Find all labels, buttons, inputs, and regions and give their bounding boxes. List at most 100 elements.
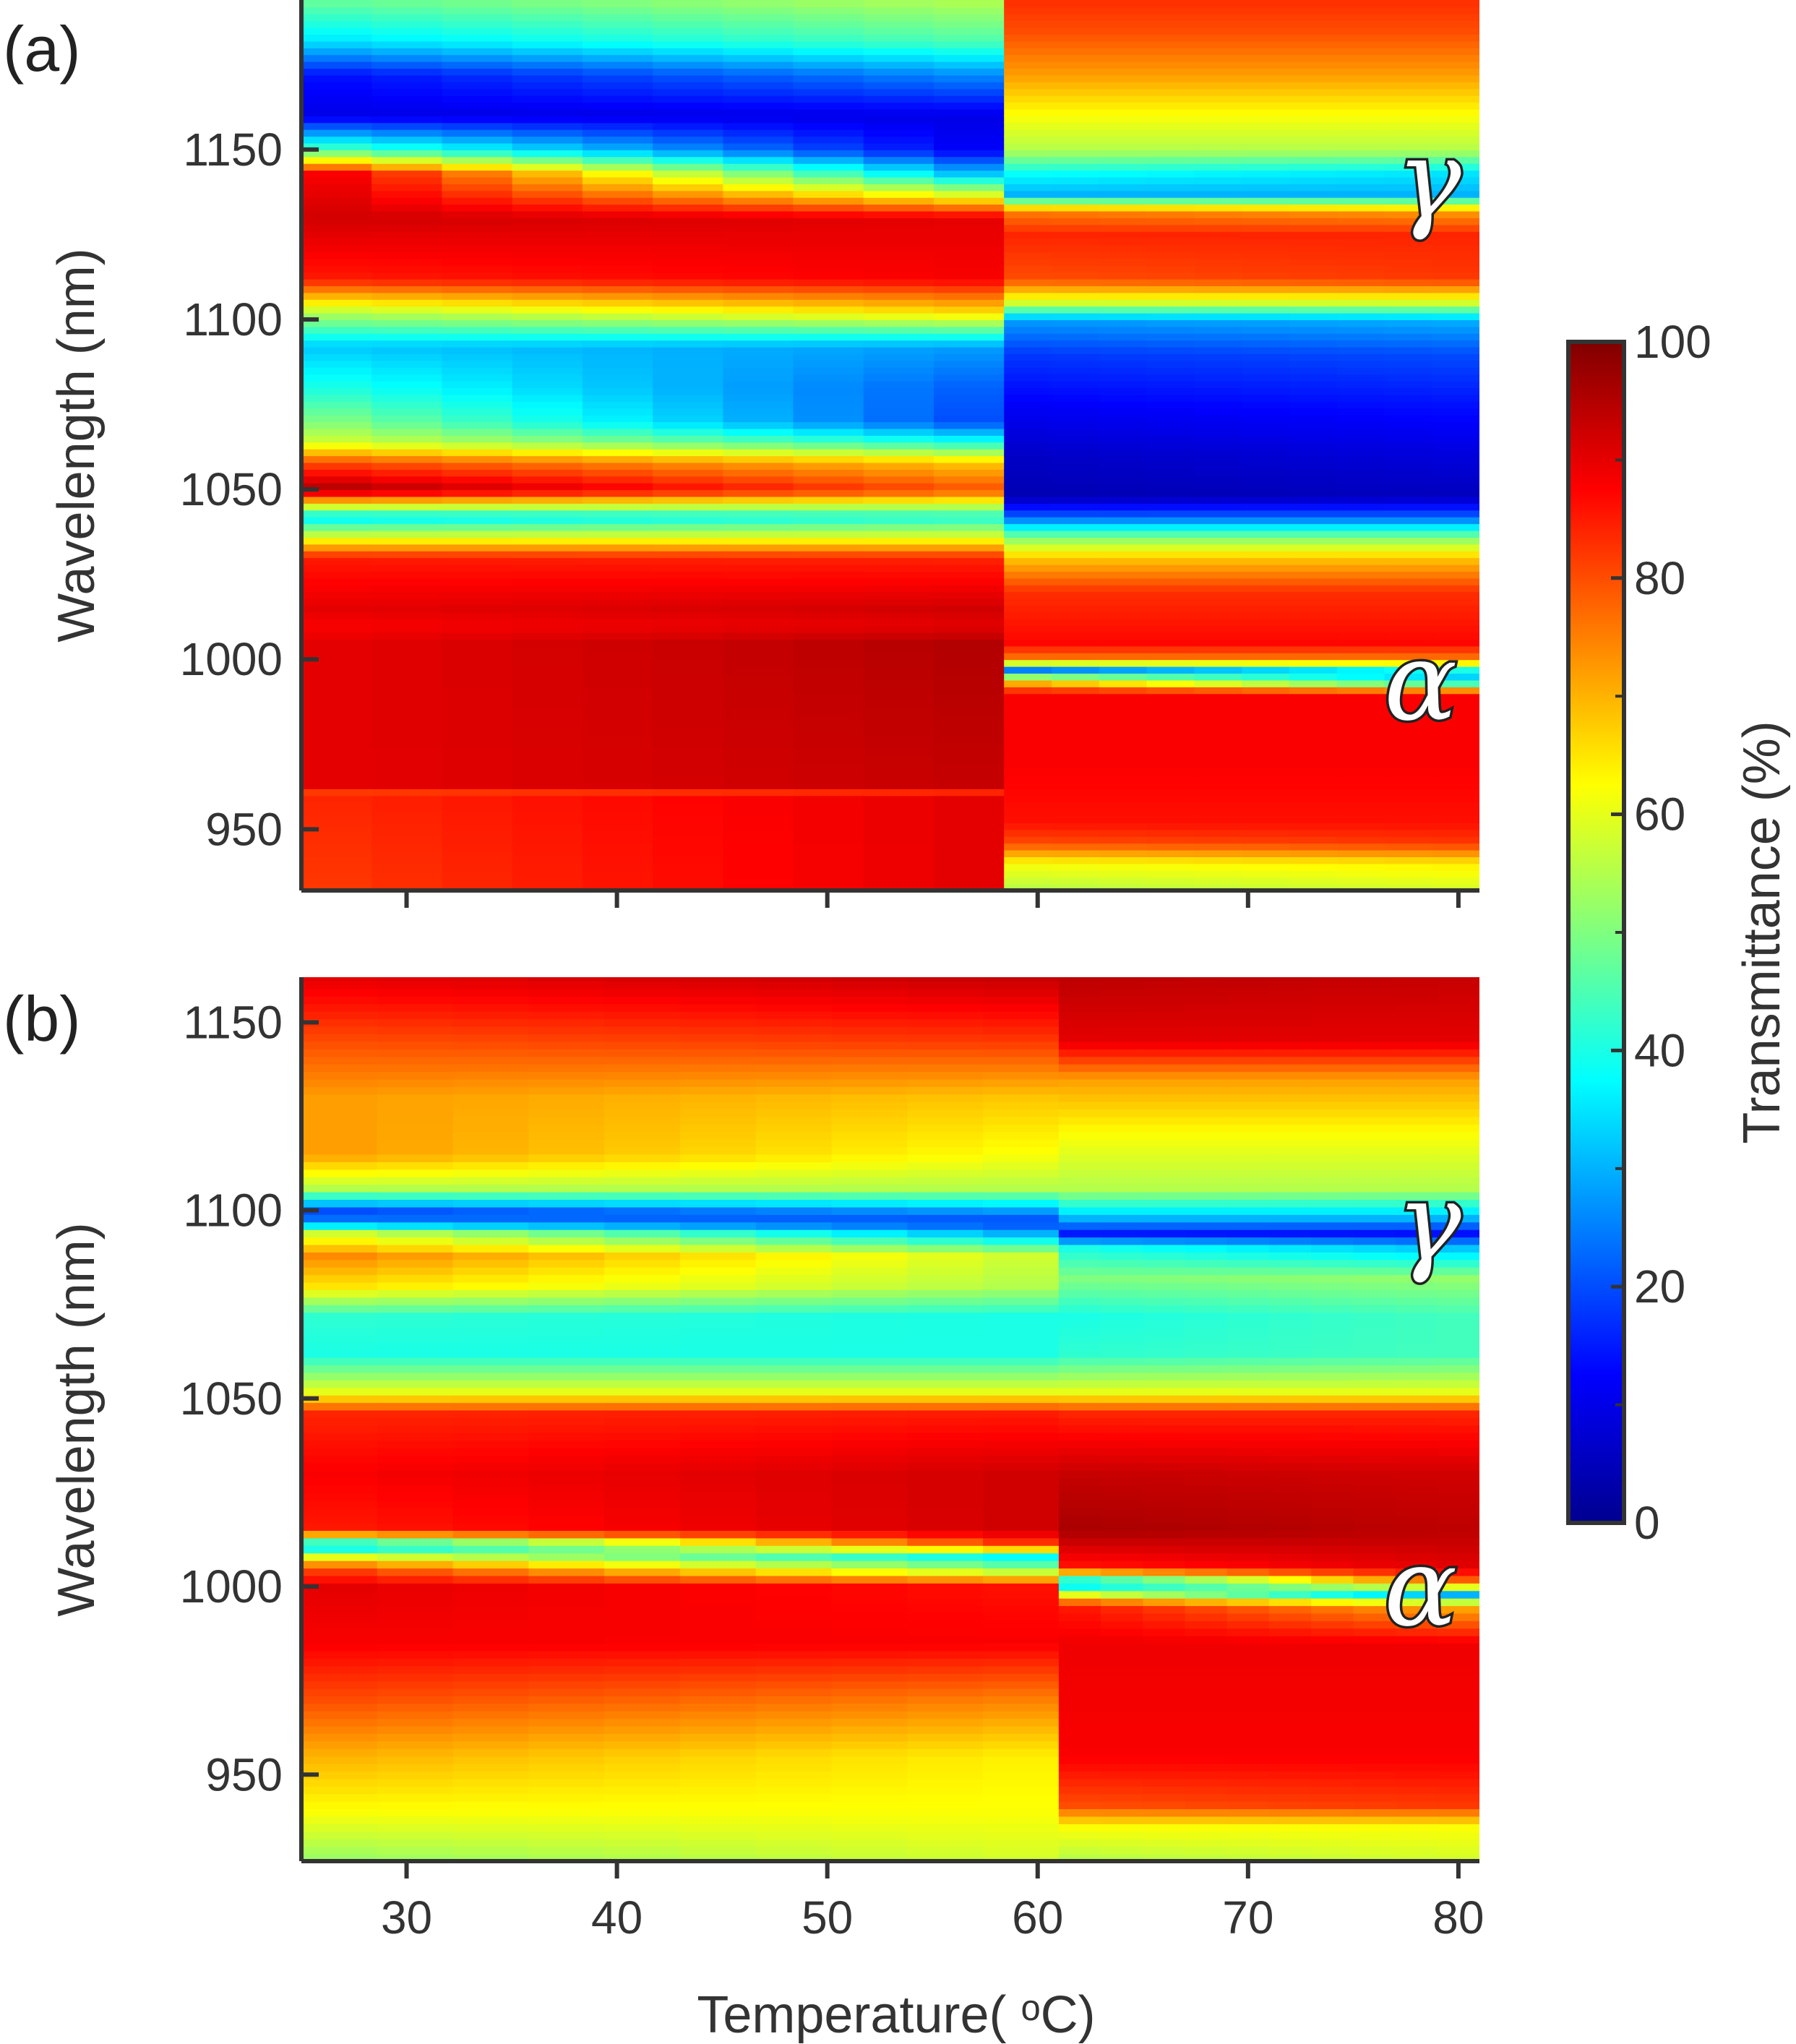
heatmap-cell-a-r0: [863, 170, 934, 178]
heatmap-cell-a-r1: [1432, 468, 1479, 477]
heatmap-cell-a-r0: [301, 442, 373, 450]
heatmap-cell-b-r1: [1185, 1251, 1228, 1261]
heatmap-cell-a-r1: [1194, 693, 1243, 701]
heatmap-cell-a-r1: [1336, 448, 1385, 457]
heatmap-cell-a-r0: [512, 27, 583, 35]
heatmap-cell-b-r1: [1226, 1628, 1270, 1636]
heatmap-cell-a-r1: [1194, 754, 1243, 763]
heatmap-cell-b-r1: [1185, 1628, 1228, 1636]
heatmap-cell-b-r1: [1185, 1169, 1228, 1177]
heatmap-cell-b-r0: [907, 1010, 984, 1020]
heatmap-cell-b-r0: [528, 1432, 606, 1441]
heatmap-cell-a-r1: [1336, 659, 1385, 667]
heatmap-cell-a-r0: [442, 197, 513, 205]
heatmap-cell-a-r0: [934, 265, 1005, 273]
heatmap-cell-b-r0: [452, 1838, 530, 1847]
heatmap-cell-a-r0: [301, 366, 373, 375]
heatmap-cell-b-r1: [1311, 1138, 1354, 1148]
heatmap-cell-a-r0: [934, 217, 1005, 226]
heatmap-cell-a-r1: [1099, 516, 1148, 525]
heatmap-cell-a-r0: [582, 727, 654, 735]
heatmap-cell-b-r0: [377, 1266, 454, 1276]
heatmap-cell-b-r1: [1395, 1688, 1438, 1696]
heatmap-cell-a-r0: [512, 319, 583, 327]
heatmap-cell-a-r1: [1289, 734, 1338, 742]
heatmap-cell-b-r0: [983, 1244, 1060, 1253]
heatmap-cell-b-r0: [831, 1101, 908, 1110]
heatmap-cell-a-r0: [301, 768, 373, 776]
heatmap-cell-b-r1: [1185, 1703, 1228, 1712]
heatmap-cell-a-r1: [1146, 605, 1195, 613]
heatmap-b: [301, 977, 1479, 1861]
heatmap-cell-a-r0: [934, 645, 1005, 653]
heatmap-cell-a-r1: [1194, 108, 1243, 116]
heatmap-cell-a-r1: [1432, 272, 1479, 280]
heatmap-cell-b-r0: [679, 1191, 757, 1200]
heatmap-cell-b-r1: [1437, 1553, 1479, 1561]
heatmap-cell-a-r1: [1099, 727, 1148, 735]
heatmap-cell-b-r1: [1101, 1643, 1144, 1652]
heatmap-cell-b-r0: [377, 1530, 454, 1539]
heatmap-cell-b-r0: [831, 1078, 908, 1087]
heatmap-cell-b-r1: [1101, 1507, 1144, 1516]
heatmap-cell-b-r0: [755, 1643, 833, 1652]
heatmap-cell-a-r0: [653, 442, 724, 450]
heatmap-cell-a-r1: [1146, 61, 1195, 69]
heatmap-cell-b-r1: [1143, 1312, 1186, 1321]
heatmap-cell-a-r0: [934, 747, 1005, 755]
heatmap-cell-b-r0: [907, 1440, 984, 1448]
heatmap-cell-a-r0: [582, 502, 654, 511]
heatmap-cell-b-r0: [907, 1545, 984, 1554]
heatmap-cell-a-r0: [442, 802, 513, 810]
heatmap-cell-b-r0: [604, 1078, 681, 1087]
heatmap-cell-b-r1: [1268, 1372, 1312, 1380]
heatmap-cell-a-r0: [442, 618, 513, 627]
heatmap-cell-a-r1: [1384, 285, 1433, 293]
heatmap-cell-b-r0: [907, 1154, 984, 1162]
heatmap-cell-a-r1: [1242, 27, 1290, 35]
heatmap-cell-a-r0: [582, 564, 654, 572]
heatmap-cell-b-r0: [528, 1138, 606, 1148]
heatmap-cell-a-r1: [1384, 434, 1433, 443]
heatmap-cell-b-r1: [1101, 1635, 1144, 1644]
heatmap-cell-a-r1: [1384, 142, 1433, 150]
heatmap-cell-b-r0: [377, 1740, 454, 1749]
heatmap-cell-b-r0: [452, 1522, 530, 1531]
heatmap-cell-b-r1: [1143, 1251, 1186, 1261]
heatmap-cell-a-r0: [793, 448, 864, 457]
heatmap-cell-a-r0: [863, 306, 934, 314]
heatmap-cell-b-r1: [1311, 1620, 1354, 1629]
heatmap-cell-b-r1: [1058, 1672, 1102, 1682]
heatmap-cell-b-r0: [679, 1341, 757, 1351]
heatmap-cell-a-r0: [863, 591, 934, 599]
heatmap-cell-b-r0: [377, 1056, 454, 1065]
heatmap-cell-b-r0: [679, 1169, 757, 1177]
heatmap-cell-a-r0: [582, 142, 654, 150]
heatmap-cell-b-r0: [679, 1462, 757, 1471]
heatmap-cell-a-r0: [653, 700, 724, 708]
heatmap-cell-a-r0: [934, 340, 1005, 348]
heatmap-cell-a-r0: [863, 88, 934, 96]
heatmap-cell-b-r1: [1353, 1124, 1396, 1133]
heatmap-cell-a-r0: [793, 27, 864, 35]
heatmap-cell-a-r0: [582, 598, 654, 606]
heatmap-cell-b-r1: [1311, 1266, 1354, 1276]
heatmap-cell-a-r1: [1052, 734, 1100, 742]
heatmap-cell-b-r0: [301, 1056, 378, 1065]
heatmap-cell-b-r0: [528, 1357, 606, 1365]
heatmap-cell-b-r0: [907, 1281, 984, 1290]
heatmap-cell-b-r0: [301, 1425, 378, 1433]
heatmap-cell-a-r0: [371, 502, 443, 511]
heatmap-cell-b-r1: [1185, 1432, 1228, 1441]
heatmap-cell-a-r0: [512, 136, 583, 144]
heatmap-cell-a-r0: [793, 537, 864, 545]
heatmap-cell-a-r1: [1242, 176, 1290, 184]
heatmap-cell-a-r1: [1336, 360, 1385, 368]
heatmap-cell-a-r1: [1052, 20, 1100, 28]
heatmap-cell-b-r0: [755, 1109, 833, 1117]
heatmap-cell-a-r1: [1052, 244, 1100, 252]
heatmap-cell-a-r0: [582, 802, 654, 810]
heatmap-cell-b-r0: [377, 1838, 454, 1847]
heatmap-cell-a-r1: [1336, 679, 1385, 687]
heatmap-cell-b-r0: [983, 1161, 1060, 1170]
